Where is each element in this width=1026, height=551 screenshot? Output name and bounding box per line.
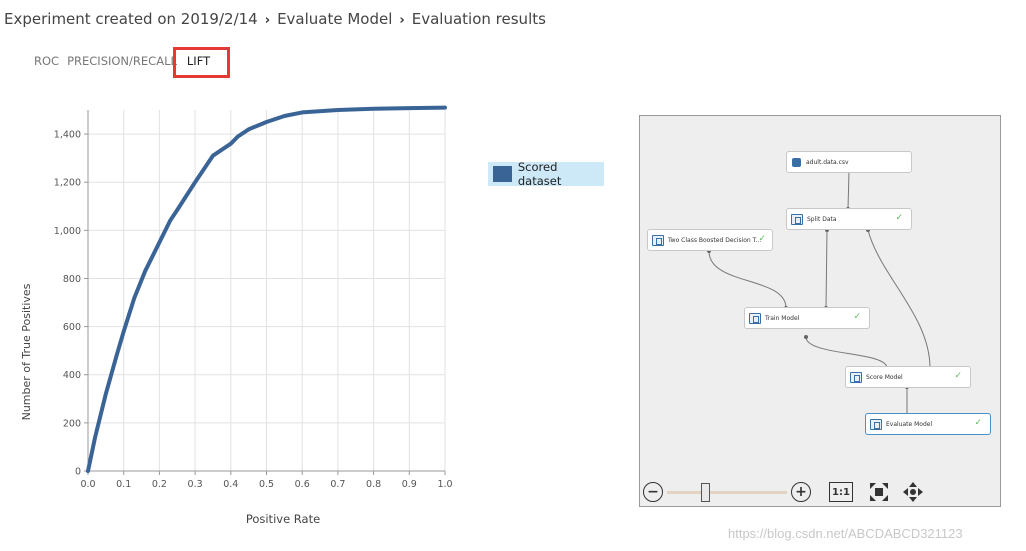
tab-precision-recall[interactable]: PRECISION/RECALL bbox=[67, 54, 177, 68]
node-split-data[interactable]: Split Data ✓ bbox=[786, 208, 912, 230]
y-tick-label: 1,000 bbox=[54, 226, 81, 237]
y-tick-label: 400 bbox=[63, 370, 81, 381]
node-label: adult.data.csv bbox=[806, 158, 849, 166]
y-tick-label: 1,400 bbox=[54, 130, 81, 141]
edge-split-train bbox=[825, 229, 828, 309]
legend-label: Scored dataset bbox=[517, 160, 562, 188]
y-tick-label: 600 bbox=[63, 322, 81, 333]
breadcrumb-item-evaluation-results: Evaluation results bbox=[411, 10, 546, 28]
x-tick-label: 0.8 bbox=[366, 479, 381, 490]
watermark: https://blog.csdn.net/ABCDABCD321123 bbox=[728, 526, 963, 541]
x-tick-labels: 0.0 0.1 0.2 0.3 0.4 0.5 0.6 0.7 0.8 0.9 1.0 bbox=[80, 479, 452, 490]
module-icon bbox=[652, 234, 664, 246]
breadcrumb-separator: › bbox=[399, 13, 405, 28]
zoom-in-button[interactable]: + bbox=[791, 482, 811, 502]
check-icon: ✓ bbox=[954, 371, 962, 381]
node-train-model[interactable]: Train Model ✓ bbox=[744, 307, 870, 329]
x-axis-label: Positive Rate bbox=[246, 512, 320, 526]
x-tick-label: 1.0 bbox=[437, 479, 452, 490]
node-label: Split Data bbox=[807, 215, 837, 223]
lift-tab-highlight bbox=[173, 47, 230, 78]
x-tick-label: 0.3 bbox=[188, 479, 203, 490]
node-label: Train Model bbox=[765, 314, 800, 322]
legend-swatch bbox=[493, 166, 512, 182]
actual-size-button[interactable]: 1:1 bbox=[829, 482, 853, 502]
chart-tabs: ROC PRECISION/RECALL LIFT bbox=[34, 54, 218, 68]
module-icon bbox=[870, 418, 882, 430]
x-tick-label: 0.0 bbox=[80, 479, 95, 490]
breadcrumb-separator: › bbox=[264, 13, 271, 28]
y-tick-label: 1,200 bbox=[54, 178, 81, 189]
module-icon bbox=[791, 213, 803, 225]
series-line-scored-dataset bbox=[86, 105, 447, 473]
zoom-slider-track[interactable] bbox=[667, 491, 787, 494]
x-tick-label: 0.5 bbox=[259, 479, 274, 490]
y-tick-label: 0 bbox=[75, 467, 81, 478]
check-icon: ✓ bbox=[853, 312, 861, 322]
check-icon: ✓ bbox=[895, 213, 903, 223]
chart-axes bbox=[84, 110, 446, 475]
node-label: Evaluate Model bbox=[886, 420, 933, 428]
graph-controls: − + 1:1 bbox=[640, 478, 1002, 506]
pan-icon[interactable] bbox=[902, 481, 924, 503]
x-tick-label: 0.6 bbox=[295, 479, 310, 490]
breadcrumb-item-experiment[interactable]: Experiment created on 2019/2/14 bbox=[4, 10, 258, 28]
check-icon: ✓ bbox=[758, 234, 766, 244]
y-tick-label: 800 bbox=[63, 274, 81, 285]
node-label: Score Model bbox=[866, 373, 903, 381]
tab-roc[interactable]: ROC bbox=[34, 54, 60, 68]
edge-twoclass-train bbox=[708, 250, 787, 309]
breadcrumb-item-evaluate-model[interactable]: Evaluate Model bbox=[277, 10, 393, 28]
y-axis-label: Number of True Positives bbox=[20, 283, 33, 420]
experiment-graph-panel[interactable]: adult.data.csv Split Data ✓ Two Class Bo… bbox=[639, 115, 1001, 507]
check-icon: ✓ bbox=[974, 418, 982, 428]
y-tick-labels: 0 200 400 600 800 1,000 1,200 1,400 bbox=[54, 130, 81, 478]
node-two-class-boosted[interactable]: Two Class Boosted Decision T... ✓ bbox=[647, 229, 773, 251]
x-tick-label: 0.1 bbox=[116, 479, 131, 490]
dataset-icon bbox=[791, 157, 802, 168]
node-label: Two Class Boosted Decision T... bbox=[668, 236, 762, 244]
x-tick-label: 0.9 bbox=[402, 479, 417, 490]
chart-grid bbox=[88, 110, 446, 471]
x-tick-label: 0.2 bbox=[152, 479, 167, 490]
edge-split-score bbox=[867, 229, 931, 369]
x-tick-label: 0.4 bbox=[223, 479, 238, 490]
lift-chart: 0.0 0.1 0.2 0.3 0.4 0.5 0.6 0.7 0.8 0.9 1.0 0 200 40… bbox=[20, 105, 453, 526]
node-evaluate-model[interactable]: Evaluate Model ✓ bbox=[865, 413, 991, 435]
chart-series bbox=[86, 105, 447, 473]
edge-train-score bbox=[805, 336, 888, 369]
fit-to-screen-icon[interactable] bbox=[868, 481, 890, 503]
node-adult-data[interactable]: adult.data.csv bbox=[786, 151, 912, 173]
tab-lift[interactable]: LIFT bbox=[186, 54, 211, 68]
zoom-out-button[interactable]: − bbox=[643, 482, 663, 502]
module-icon bbox=[850, 371, 862, 383]
node-score-model[interactable]: Score Model ✓ bbox=[845, 366, 971, 388]
y-tick-label: 200 bbox=[63, 418, 81, 429]
chart-legend[interactable]: Scored dataset bbox=[488, 160, 604, 188]
x-tick-label: 0.7 bbox=[330, 479, 345, 490]
port bbox=[804, 335, 808, 339]
zoom-slider-thumb[interactable] bbox=[701, 483, 710, 502]
module-icon bbox=[749, 312, 761, 324]
breadcrumb: Experiment created on 2019/2/14 › Evaluate… bbox=[4, 10, 546, 28]
edge-adult-split bbox=[847, 170, 850, 210]
